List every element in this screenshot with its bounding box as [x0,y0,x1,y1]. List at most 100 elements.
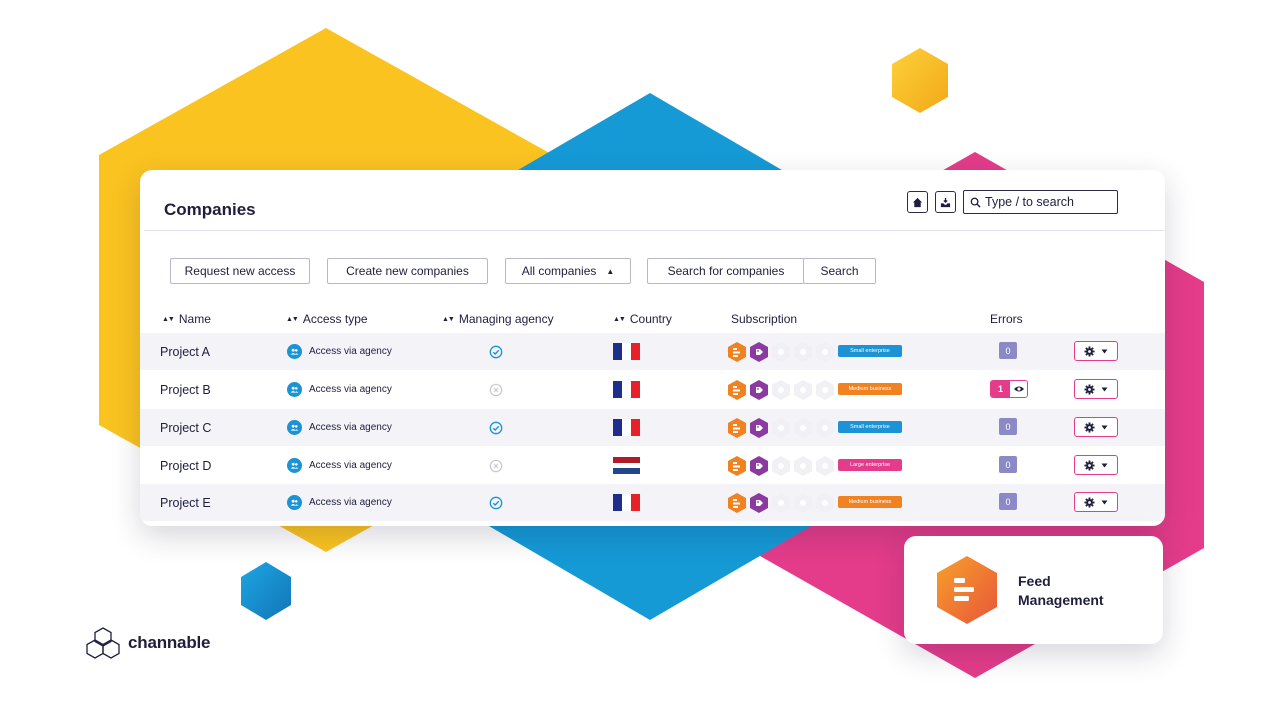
feed-management-card: Feed Management [904,536,1163,644]
cursor-icon [772,379,790,400]
company-name[interactable]: Project A [160,344,211,359]
access-type-label: Access via agency [309,384,392,395]
row-settings-button[interactable] [1074,455,1118,475]
lightbulb-icon [794,341,812,362]
header-divider [144,230,1165,231]
request-new-access-button[interactable]: Request new access [170,258,310,284]
access-type: Access via agency [287,484,392,521]
channable-logo-icon [86,627,120,659]
lightbulb-icon [794,492,812,513]
flag-france-icon [613,381,640,398]
access-type-label: Access via agency [309,422,392,433]
sort-icon: ▲▼ [442,315,455,323]
global-search[interactable] [963,190,1118,214]
company-name[interactable]: Project C [160,420,212,435]
subscription-modules [727,484,837,521]
company-filter-value: All companies [521,264,597,278]
feed-management-icon [728,341,746,362]
create-new-companies-button[interactable]: Create new companies [327,258,488,284]
chevron-down-icon [1101,425,1108,429]
column-header-access-type[interactable]: ▲▼ Access type [286,312,368,326]
flag-france-icon [613,419,640,436]
subscription-modules [727,409,837,446]
column-header-subscription: Subscription [731,312,798,326]
users-icon [287,495,302,510]
lightbulb-icon [794,379,812,400]
table-row[interactable]: Project E Access via agency Medium busin… [140,484,1165,521]
company-name[interactable]: Project B [160,382,211,397]
search-companies-field[interactable]: Search for companies [647,258,804,284]
image-icon [816,492,834,513]
small-yellow-cube [892,48,948,113]
chevron-down-icon [1101,500,1108,504]
table-row[interactable]: Project B Access via agency Medium busin… [140,371,1165,408]
company-name[interactable]: Project E [160,495,211,510]
row-settings-button[interactable] [1074,492,1118,512]
managing-agency-status [489,333,503,370]
search-icon [970,197,981,208]
company-filter-select[interactable]: All companies ▲ [505,258,631,284]
gear-icon [1084,421,1095,433]
subscription-badge: Small enterprise [838,345,902,357]
gear-icon [1084,383,1095,395]
access-type: Access via agency [287,371,392,408]
subscription-modules [727,447,837,484]
table-row[interactable]: Project C Access via agency Small enterp… [140,409,1165,446]
column-header-managing-agency[interactable]: ▲▼ Managing agency [442,312,554,326]
sort-icon: ▲▼ [162,315,175,323]
global-search-input[interactable] [985,195,1115,209]
company-name[interactable]: Project D [160,458,212,473]
cursor-icon [772,341,790,362]
error-count: 0 [999,493,1017,510]
image-icon [816,379,834,400]
image-icon [816,417,834,438]
x-circle-icon [489,459,503,472]
users-icon [287,420,302,435]
channable-logo: channable [86,626,210,660]
access-type: Access via agency [287,333,392,370]
search-button[interactable]: Search [803,258,876,284]
flag-france-icon [613,343,640,360]
flag-netherlands-icon [613,457,640,475]
x-circle-icon [489,383,503,396]
users-icon [287,344,302,359]
check-circle-icon [489,345,503,358]
home-icon [912,197,923,207]
row-settings-button[interactable] [1074,341,1118,361]
companies-panel: Companies Request new access Create new … [140,170,1165,526]
country-flag [613,371,640,408]
inbox-download-icon [940,197,951,207]
row-settings-button[interactable] [1074,417,1118,437]
column-header-country[interactable]: ▲▼ Country [613,312,672,326]
access-type-label: Access via agency [309,460,392,471]
lightbulb-icon [794,455,812,476]
subscription-badge: Medium business [838,383,902,395]
check-circle-icon [489,496,503,509]
tag-icon [750,417,768,438]
users-icon [287,458,302,473]
table-row[interactable]: Project D Access via agency Large enterp… [140,447,1165,484]
managing-agency-status [489,409,503,446]
error-count: 1 [991,381,1010,397]
errors-indicator[interactable]: 1 [990,380,1028,398]
sort-icon: ▲▼ [613,315,626,323]
feed-management-icon [728,492,746,513]
image-icon [816,341,834,362]
subscription-badge: Large enterprise [838,459,902,471]
tag-icon [750,341,768,362]
row-settings-button[interactable] [1074,379,1118,399]
managing-agency-status [489,371,503,408]
chevron-down-icon [1101,349,1108,353]
inbox-button[interactable] [935,191,956,213]
error-count: 0 [999,342,1017,359]
column-header-name[interactable]: ▲▼ Name [162,312,211,326]
cursor-icon [772,492,790,513]
sort-icon: ▲▼ [286,315,299,323]
subscription-badge: Medium business [838,496,902,508]
home-button[interactable] [907,191,928,213]
gear-icon [1084,496,1095,508]
table-row[interactable]: Project A Access via agency Small enterp… [140,333,1165,370]
country-flag [613,484,640,521]
brand-name: channable [128,633,211,652]
